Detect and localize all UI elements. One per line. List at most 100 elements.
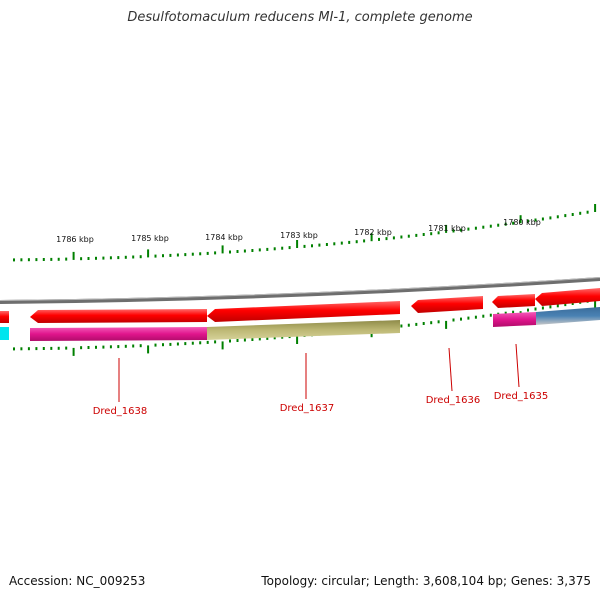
minor-tick	[325, 243, 328, 246]
minor-tick	[229, 250, 231, 254]
minor-tick	[534, 218, 537, 222]
scale-label-1781: 1781 kbp	[428, 224, 466, 233]
cds-arrow-dred-1637[interactable]	[207, 301, 400, 322]
minor-tick	[251, 338, 254, 341]
major-tick	[370, 233, 373, 242]
minor-tick	[266, 247, 269, 251]
minor-tick	[42, 258, 45, 261]
minor-tick	[273, 247, 276, 251]
minor-tick	[474, 226, 477, 230]
minor-tick	[512, 310, 515, 314]
major-tick	[296, 240, 299, 248]
minor-tick	[571, 302, 574, 305]
minor-tick	[109, 345, 112, 349]
minor-tick	[95, 345, 97, 349]
minor-tick	[65, 257, 68, 261]
scale-label-1780: 1780 kbp	[503, 218, 541, 227]
minor-tick	[27, 347, 30, 351]
minor-tick	[452, 229, 455, 233]
minor-tick	[266, 336, 269, 340]
minor-tick	[214, 340, 217, 344]
upper-scale-ticks	[13, 204, 597, 262]
minor-tick	[400, 235, 403, 239]
minor-tick	[467, 227, 470, 231]
map-title: Desulfotomaculum reducens MI-1, complete…	[127, 10, 473, 25]
minor-tick	[430, 232, 433, 236]
minor-tick	[13, 347, 15, 351]
minor-tick	[184, 253, 187, 257]
scale-label-1785: 1785 kbp	[131, 234, 169, 243]
minor-tick	[184, 342, 187, 346]
minor-tick	[512, 221, 515, 225]
cds-arrow-partial[interactable]	[0, 311, 9, 323]
major-tick	[594, 300, 597, 308]
gene-label-dred-1635[interactable]: Dred_1635	[494, 391, 549, 402]
minor-tick	[467, 316, 470, 320]
minor-tick	[191, 252, 194, 256]
minor-tick	[556, 215, 559, 219]
gene-label-dred-1638[interactable]: Dred_1638	[93, 406, 148, 417]
minor-tick	[333, 242, 336, 246]
feature-band-dred-1637[interactable]	[207, 320, 400, 340]
minor-tick	[35, 258, 38, 262]
minor-tick	[549, 216, 552, 220]
major-tick	[445, 224, 448, 233]
minor-tick	[556, 304, 559, 308]
minor-tick	[57, 346, 60, 350]
feature-band-blue[interactable]	[536, 307, 600, 325]
minor-tick	[124, 255, 127, 259]
cds-arrow-dred-1636[interactable]	[411, 296, 483, 313]
backbone-ring	[0, 277, 600, 304]
minor-tick	[50, 346, 53, 350]
minor-tick	[199, 252, 202, 256]
minor-tick	[489, 224, 492, 228]
scale-label-1784: 1784 kbp	[205, 233, 243, 242]
feature-band-dred-1638[interactable]	[30, 327, 207, 341]
minor-tick	[50, 257, 53, 261]
minor-tick	[176, 342, 179, 346]
minor-tick	[460, 228, 462, 232]
gene-label-dred-1636[interactable]: Dred_1636	[426, 395, 481, 406]
feature-band-cyan[interactable]	[0, 327, 9, 340]
minor-tick	[460, 317, 462, 321]
minor-tick	[102, 345, 105, 349]
minor-tick	[139, 255, 142, 259]
minor-tick	[422, 233, 425, 236]
minor-tick	[80, 346, 83, 350]
minor-tick	[497, 223, 500, 227]
minor-tick	[132, 344, 135, 348]
minor-tick	[154, 254, 157, 258]
minor-tick	[13, 258, 15, 262]
minor-tick	[102, 256, 105, 260]
minor-tick	[65, 346, 68, 350]
minor-tick	[288, 246, 291, 250]
minor-tick	[42, 347, 45, 350]
minor-tick	[482, 314, 485, 318]
minor-tick	[489, 313, 492, 317]
cds-arrow-dred-1638[interactable]	[30, 309, 207, 323]
minor-tick	[117, 345, 120, 349]
minor-tick	[162, 343, 164, 347]
minor-tick	[236, 339, 239, 342]
minor-tick	[35, 347, 38, 351]
major-tick	[296, 336, 299, 344]
gene-label-dred-1637[interactable]: Dred_1637	[280, 403, 335, 414]
minor-tick	[176, 253, 179, 257]
cds-arrow-dred-1635[interactable]	[492, 294, 535, 308]
minor-tick	[57, 257, 60, 261]
minor-tick	[571, 213, 574, 216]
major-tick	[221, 341, 224, 350]
minor-tick	[348, 240, 351, 244]
major-tick	[72, 347, 75, 356]
minor-tick	[541, 217, 544, 221]
minor-tick	[243, 249, 246, 253]
minor-tick	[169, 253, 172, 257]
cds-arrow-right[interactable]	[535, 288, 600, 306]
minor-tick	[273, 336, 276, 340]
minor-tick	[206, 340, 209, 344]
minor-tick	[407, 234, 410, 238]
feature-band-dred-1635[interactable]	[493, 312, 536, 327]
minor-tick	[169, 342, 172, 346]
scale-label-1786: 1786 kbp	[56, 235, 94, 244]
